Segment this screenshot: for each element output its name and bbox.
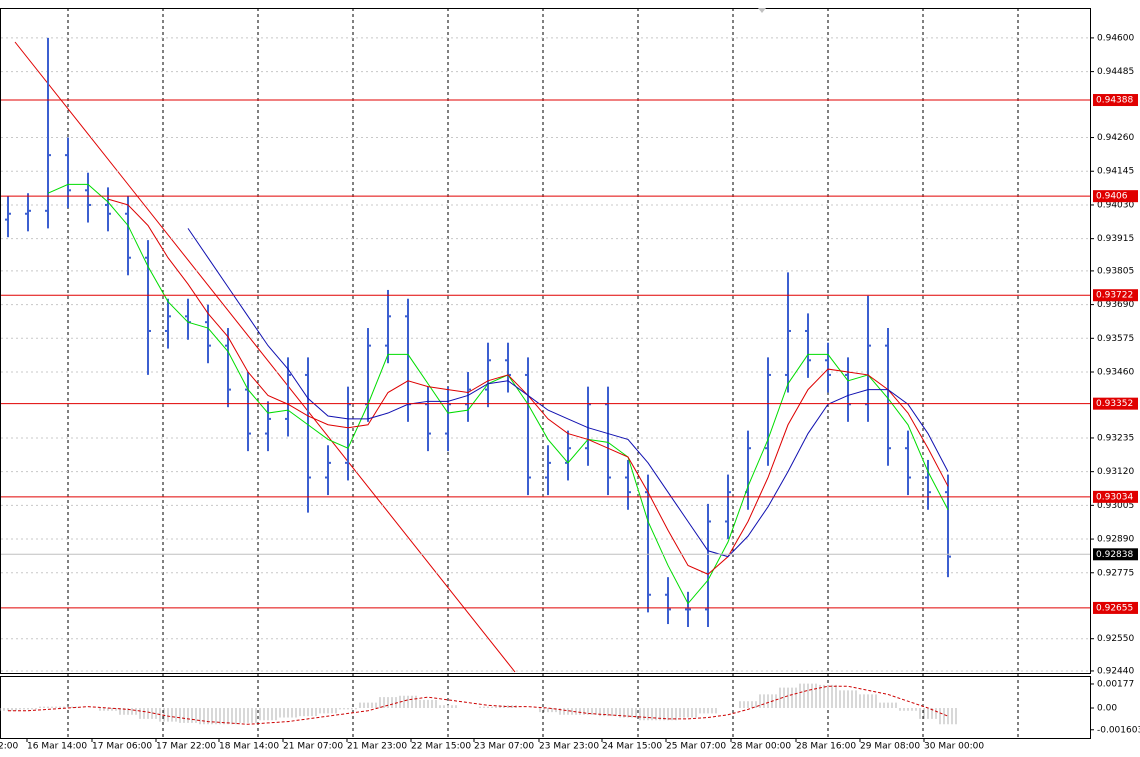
x-tick-label: 16 Mar 14:00 <box>27 742 87 752</box>
level-label: 0.94388 <box>1096 96 1133 106</box>
x-tick-label: 28 Mar 00:00 <box>731 742 791 752</box>
x-tick-label: 17 Mar 06:00 <box>92 742 152 752</box>
level-label-box <box>1093 94 1138 107</box>
y-tick-label: 0.93915 <box>1097 234 1134 244</box>
y-tick-label: 0.92775 <box>1097 568 1134 578</box>
y-tick-label: 0.93235 <box>1097 433 1134 443</box>
level-label: 0.93034 <box>1096 492 1133 502</box>
price-frame <box>0 8 1091 674</box>
level-label: 0.93722 <box>1096 291 1133 301</box>
y-tick-label: 0.93690 <box>1097 300 1134 310</box>
level-label: 0.9406 <box>1096 192 1128 202</box>
x-tick-label: 17 Mar 22:00 <box>156 742 216 752</box>
current-price-label: 0.92838 <box>1096 550 1133 560</box>
x-tick-label: 30 Mar 00:00 <box>924 742 984 752</box>
level-label-box <box>1093 190 1138 203</box>
y-tick-label: 0.94485 <box>1097 67 1134 77</box>
moving-average <box>187 228 949 558</box>
level-label-box <box>1093 601 1138 614</box>
y-tick-label: 0.93005 <box>1097 501 1134 511</box>
level-label-box <box>1093 289 1138 302</box>
y-tick-label: 0.92890 <box>1097 535 1134 545</box>
x-tick-label: 21 Mar 23:00 <box>347 742 407 752</box>
x-tick-label: 24 Mar 15:00 <box>602 742 662 752</box>
shift-marker <box>758 8 766 13</box>
y-tick-label: 0.00177 <box>1097 679 1134 689</box>
y-tick-label: 0.92440 <box>1097 666 1134 676</box>
level-label: 0.92655 <box>1096 603 1133 613</box>
y-tick-label: 0.00 <box>1097 704 1117 714</box>
trend-line <box>14 41 516 673</box>
y-tick-label: -0.001603 <box>1097 725 1140 735</box>
x-tick-label: 22 Mar 15:00 <box>411 742 471 752</box>
level-label: 0.93352 <box>1096 399 1133 409</box>
signal-line <box>8 685 949 725</box>
x-tick-label: 18 Mar 14:00 <box>219 742 279 752</box>
x-tick-label: 28 Mar 16:00 <box>796 742 856 752</box>
moving-average <box>47 183 949 605</box>
y-tick-label: 0.93120 <box>1097 467 1134 477</box>
x-tick-label: 25 Mar 07:00 <box>666 742 726 752</box>
level-label-box <box>1093 490 1138 503</box>
y-tick-label: 0.94145 <box>1097 167 1134 177</box>
current-price-box <box>1093 548 1138 561</box>
y-tick-label: 0.94260 <box>1097 133 1134 143</box>
x-tick-label: 23 Mar 07:00 <box>474 742 534 752</box>
x-tick-label: 21 Mar 07:00 <box>283 742 343 752</box>
vertical-grid <box>67 8 1019 738</box>
x-tick-label: 23 Mar 23:00 <box>539 742 599 752</box>
y-tick-label: 0.94030 <box>1097 200 1134 210</box>
y-tick-label: 0.93805 <box>1097 266 1134 276</box>
level-label-box <box>1093 397 1138 410</box>
y-tick-label: 0.92550 <box>1097 634 1134 644</box>
y-tick-label: 0.94600 <box>1097 33 1134 43</box>
x-tick-label: 29 Mar 08:00 <box>860 742 920 752</box>
y-tick-label: 0.93575 <box>1097 334 1134 344</box>
x-tick-label: 2:00 <box>0 742 18 752</box>
y-tick-label: 0.93460 <box>1097 368 1134 378</box>
